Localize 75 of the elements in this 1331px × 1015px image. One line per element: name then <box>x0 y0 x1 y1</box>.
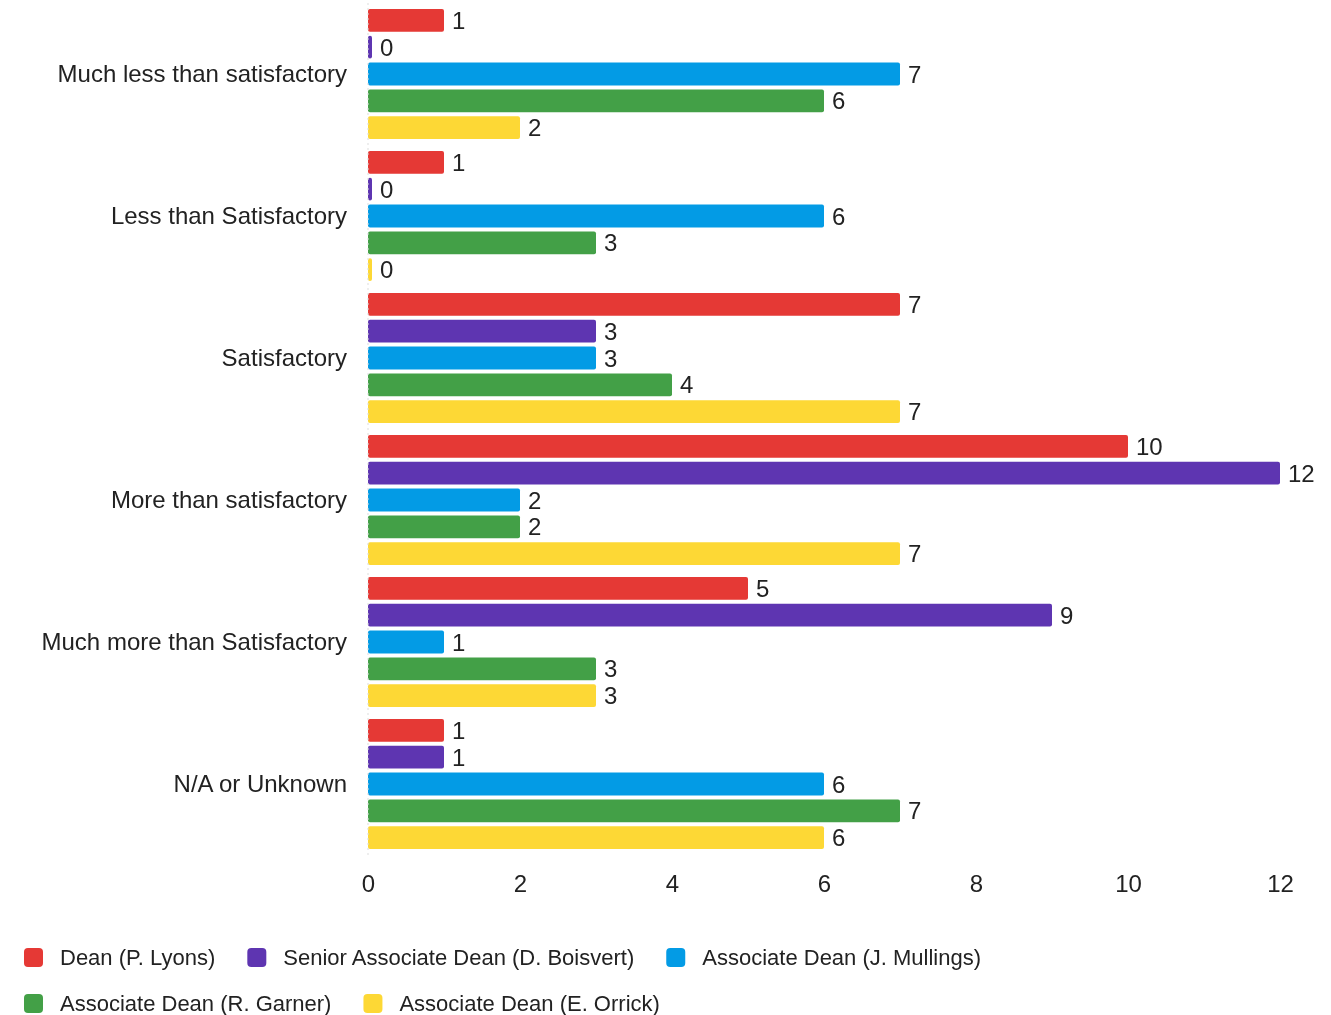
x-tick-label: 4 <box>665 870 680 898</box>
data-label: 3 <box>604 682 618 710</box>
bar <box>368 799 900 823</box>
bar <box>368 772 824 796</box>
bar <box>368 116 520 139</box>
bar <box>368 9 444 32</box>
data-label: 3 <box>604 655 618 683</box>
bar <box>368 293 900 316</box>
data-label: 7 <box>908 540 922 568</box>
bar <box>368 745 444 769</box>
y-tick-label: Much less than satisfactory <box>57 59 347 87</box>
bar <box>368 542 900 565</box>
y-tick-label: N/A or Unknown <box>173 769 347 797</box>
legend-label: Associate Dean (J. Mullings) <box>702 944 982 970</box>
bar <box>368 435 1128 458</box>
bar <box>368 488 520 512</box>
bar <box>368 62 900 86</box>
data-label: 1 <box>452 628 466 656</box>
bar <box>368 826 824 849</box>
x-tick-label: 10 <box>1115 870 1142 898</box>
bar <box>368 231 596 255</box>
bar <box>368 630 444 654</box>
data-label: 6 <box>832 824 846 852</box>
bar <box>368 577 748 600</box>
data-label: 0 <box>380 175 394 203</box>
bar <box>368 151 444 174</box>
data-label: 7 <box>908 60 922 88</box>
data-label: 6 <box>832 770 846 798</box>
x-tick-label: 8 <box>969 870 984 898</box>
bar <box>368 657 596 681</box>
y-tick-label: Less than Satisfactory <box>110 201 347 229</box>
x-tick-label: 12 <box>1267 870 1294 898</box>
data-label: 6 <box>832 202 846 230</box>
bar <box>368 719 444 742</box>
bar <box>368 684 596 707</box>
data-label: 10 <box>1136 433 1163 461</box>
data-label: 0 <box>380 33 394 61</box>
data-label: 1 <box>452 717 466 745</box>
data-label: 2 <box>528 114 542 142</box>
data-label: 3 <box>604 344 618 372</box>
data-label: 1 <box>452 7 466 35</box>
bar <box>368 89 824 113</box>
data-label: 6 <box>832 87 846 115</box>
data-label: 1 <box>452 743 466 771</box>
x-tick-label: 6 <box>817 870 832 898</box>
data-label: 3 <box>604 317 618 345</box>
data-label: 7 <box>908 398 922 426</box>
legend-label: Associate Dean (R. Garner) <box>60 990 332 1015</box>
bar <box>368 373 672 397</box>
legend-label: Dean (P. Lyons) <box>60 944 216 970</box>
data-label: 1 <box>452 149 466 177</box>
data-label: 4 <box>680 371 694 399</box>
bar <box>368 204 824 228</box>
data-label: 9 <box>1060 601 1074 629</box>
data-label: 2 <box>528 486 542 514</box>
bar <box>368 319 596 343</box>
y-tick-label: Satisfactory <box>221 343 347 371</box>
data-label: 0 <box>380 256 394 284</box>
data-label: 12 <box>1288 459 1315 487</box>
data-label: 7 <box>908 291 922 319</box>
data-label: 7 <box>908 797 922 825</box>
bar <box>368 515 520 539</box>
data-label: 2 <box>528 513 542 541</box>
bar <box>368 461 1280 485</box>
x-tick-label: 0 <box>361 870 376 898</box>
data-label: 5 <box>756 575 770 603</box>
data-label: 3 <box>604 229 618 257</box>
x-tick-label: 2 <box>513 870 528 898</box>
y-tick-label: More than satisfactory <box>110 485 347 513</box>
y-tick-label: Much more than Satisfactory <box>41 627 347 655</box>
legend-label: Senior Associate Dean (D. Boisvert) <box>283 944 635 970</box>
bar <box>368 400 900 423</box>
legend-label: Associate Dean (E. Orrick) <box>399 990 660 1015</box>
bar <box>368 346 596 370</box>
bar <box>368 603 1052 627</box>
